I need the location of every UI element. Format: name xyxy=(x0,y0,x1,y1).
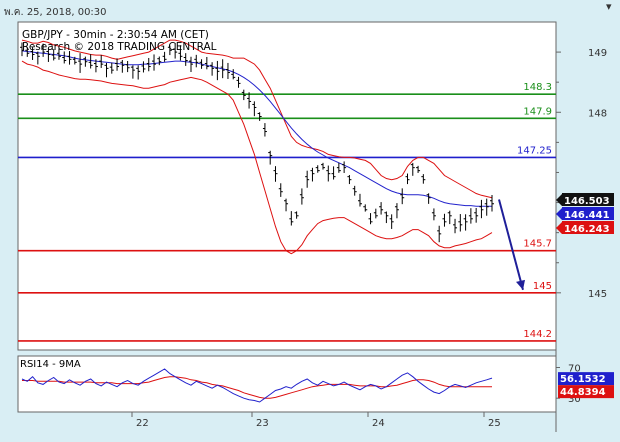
rsi-line xyxy=(21,368,493,403)
rsi-value-tag xyxy=(558,372,614,386)
chevron-down-icon[interactable]: ▾ xyxy=(606,0,612,13)
level-label: 147.25 xyxy=(517,145,552,156)
price-tag xyxy=(562,193,614,206)
chart-title: GBP/JPY - 30min - 2:30:54 AM (CET) xyxy=(22,29,209,41)
price-tag-pointer xyxy=(556,194,562,206)
date-label: พ.ค. 25, 2018, 00:30 xyxy=(4,7,107,18)
rsi-plot-area xyxy=(17,355,557,413)
price-tag-pointer xyxy=(556,208,562,220)
rsi-ma-tag xyxy=(558,385,614,399)
level-label: 145 xyxy=(533,281,552,292)
rsi-ma-label: 44.8394 xyxy=(560,387,606,398)
main-plot-area xyxy=(17,21,557,351)
rsi-level-label: 30 xyxy=(568,394,581,405)
x-tick-label: 22 xyxy=(136,418,149,429)
rsi-value-label: 56.1532 xyxy=(560,374,606,385)
level-label: 148.3 xyxy=(523,82,552,93)
x-tick-label: 24 xyxy=(372,418,385,429)
price-tag-label: 146.441 xyxy=(564,210,610,221)
level-label: 147.9 xyxy=(523,106,552,117)
price-tag-pointer xyxy=(556,222,562,234)
y-tick-label: 148 xyxy=(588,108,607,119)
y-tick-label: 149 xyxy=(588,48,607,59)
price-tag xyxy=(562,207,614,220)
x-tick-label: 23 xyxy=(256,418,269,429)
window-header: พ.ค. 25, 2018, 00:30 ▾ xyxy=(0,0,620,22)
x-tick-label: 25 xyxy=(488,418,501,429)
bollinger-lower xyxy=(21,60,493,255)
rsi-label: RSI14 - 9MA xyxy=(20,359,81,370)
rsi-ma-line xyxy=(22,376,492,399)
price-tag-label: 146.503 xyxy=(564,196,610,207)
forecast-arrow xyxy=(498,199,524,291)
level-label: 144.2 xyxy=(523,329,552,340)
y-tick-label: 145 xyxy=(588,289,607,300)
level-label: 145.7 xyxy=(523,239,552,250)
bollinger-upper xyxy=(21,39,493,199)
price-tag-label: 146.243 xyxy=(564,224,610,235)
price-tag xyxy=(562,221,614,234)
chart-subtitle: Research © 2018 TRADING CENTRAL xyxy=(22,41,217,53)
forecast-arrow-head xyxy=(516,279,525,290)
rsi-level-label: 70 xyxy=(568,364,581,375)
